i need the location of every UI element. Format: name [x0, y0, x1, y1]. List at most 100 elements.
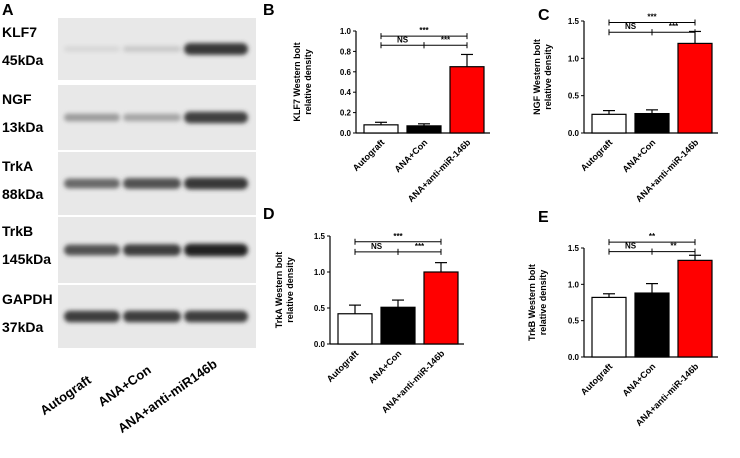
lane-label: Autograft [37, 372, 94, 418]
significance-bracket: *** [651, 22, 696, 36]
blot-band [184, 310, 248, 323]
y-axis-label-line2: relative density [285, 257, 295, 323]
blot-row-trkb: TrkB 145kDa [2, 217, 256, 283]
significance-bracket: NS [608, 242, 653, 255]
bar-ana-con [406, 125, 442, 134]
bar-ana-con [380, 306, 416, 345]
blot-band [184, 111, 248, 124]
panel-letter: B [263, 2, 275, 19]
panel-letter-a: A [2, 2, 14, 19]
category-label: Autograft [351, 137, 387, 173]
blot-band [184, 243, 248, 257]
bar-ana-con [634, 112, 670, 134]
blot-band [123, 46, 181, 52]
chart-panel-b: B 0.0 0.2 0.4 0.6 0.8 1.0 KLF7 Western bolt rela… [263, 2, 490, 204]
significance-bracket: ** [608, 232, 696, 246]
molecular-weight-label: 145kDa [2, 251, 51, 267]
blot-band [64, 244, 120, 256]
protein-label: KLF7 [2, 24, 37, 40]
y-tick-label: 0.2 [340, 109, 352, 118]
significance-label: ** [670, 242, 677, 251]
significance-bracket: NS [380, 35, 425, 49]
y-tick-label: 1.5 [314, 232, 326, 241]
protein-label: GAPDH [2, 291, 53, 307]
y-tick-label: 1.5 [568, 17, 580, 26]
y-tick-label: 0.0 [314, 340, 326, 349]
significance-bracket: NS [354, 242, 399, 255]
blot-band [64, 178, 120, 189]
blot-band [123, 244, 181, 256]
chart-panel-d: D 0.0 0.5 1.0 1.5 TrkA Western bolt relative d… [263, 206, 464, 415]
bar-autograft [591, 296, 627, 358]
significance-bracket: NS [608, 22, 653, 36]
panel-letter: D [263, 206, 275, 223]
significance-label: *** [393, 232, 403, 241]
bar-ana-con [634, 292, 670, 358]
bar-autograft [337, 313, 373, 345]
category-label: ANA+Con [620, 361, 657, 398]
blot-band [184, 177, 248, 190]
y-axis-label-line1: KLF7 Western bolt [292, 42, 302, 121]
y-tick-label: 1.0 [340, 27, 352, 36]
category-label: Autograft [579, 137, 615, 173]
y-tick-label: 0.8 [340, 47, 352, 56]
y-axis-label-line2: relative density [538, 270, 548, 336]
bar-ana-anti-mir-146b [449, 66, 485, 134]
significance-label: *** [441, 35, 451, 44]
y-tick-label: 1.5 [568, 244, 580, 253]
bar-autograft [363, 124, 399, 134]
chart-panel-c: C 0.0 0.5 1.0 1.5 NGF Western bolt relative de… [532, 7, 718, 204]
blot-row-gapdh: GAPDH 37kDa [2, 285, 256, 348]
protein-label: NGF [2, 91, 32, 107]
y-axis-label-line2: relative density [543, 44, 553, 110]
blot-row-klf7: KLF7 45kDa [2, 18, 256, 80]
panel-letter: C [538, 7, 550, 24]
category-label: ANA+Con [366, 348, 403, 385]
blot-band [64, 46, 120, 52]
significance-bracket: *** [354, 232, 442, 245]
category-label: Autograft [325, 348, 361, 384]
western-blot-panel: A KLF7 45kDa NGF 13kDa TrkA 88kDa TrkB 145kDa GA… [2, 2, 256, 436]
significance-bracket: *** [423, 35, 468, 49]
significance-label: NS [397, 35, 409, 44]
molecular-weight-label: 45kDa [2, 52, 43, 68]
y-axis-label-line2: relative density [303, 49, 313, 115]
significance-bracket: ** [651, 242, 696, 255]
y-tick-label: 1.0 [314, 268, 326, 277]
significance-label: NS [625, 242, 637, 251]
significance-label: NS [625, 22, 637, 31]
y-axis-label-line1: TrkA Western bolt [274, 252, 284, 329]
blot-band [123, 310, 181, 323]
molecular-weight-label: 13kDa [2, 119, 43, 135]
blot-band [123, 178, 181, 189]
molecular-weight-label: 37kDa [2, 319, 43, 335]
blot-band [64, 113, 120, 122]
bar-ana-anti-mir-146b [677, 42, 713, 134]
significance-label: NS [371, 242, 383, 251]
chart-panel-e: E 0.0 0.5 1.0 1.5 TrkB Western bolt relative d… [527, 209, 718, 428]
bar-ana-anti-mir-146b [423, 271, 459, 345]
blot-band [64, 310, 120, 323]
y-tick-label: 0.5 [568, 92, 580, 101]
y-tick-label: 0.0 [568, 353, 580, 362]
y-axis-label-line1: TrkB Western bolt [527, 264, 537, 341]
blot-row-ngf: NGF 13kDa [2, 85, 256, 150]
blot-band [184, 43, 248, 55]
y-tick-label: 0.5 [568, 317, 580, 326]
bar-ana-anti-mir-146b [677, 259, 713, 358]
panel-letter: E [538, 209, 549, 226]
blot-row-trka: TrkA 88kDa [2, 152, 256, 215]
protein-label: TrkA [2, 158, 33, 174]
molecular-weight-label: 88kDa [2, 186, 43, 202]
category-label: ANA+Con [392, 137, 429, 174]
significance-label: *** [647, 12, 657, 21]
significance-label: *** [669, 22, 679, 31]
category-label: Autograft [579, 361, 615, 397]
category-label: ANA+Con [620, 137, 657, 174]
y-tick-label: 0.0 [340, 129, 352, 138]
y-tick-label: 0.4 [340, 88, 352, 97]
bar-autograft [591, 113, 627, 134]
y-tick-label: 1.0 [568, 54, 580, 63]
significance-label: *** [419, 26, 429, 35]
